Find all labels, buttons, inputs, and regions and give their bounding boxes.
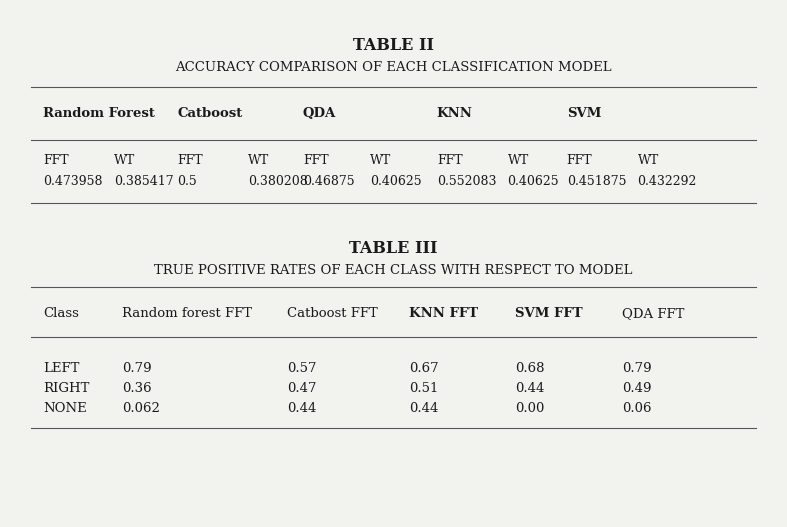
Text: TRUE POSITIVE RATES OF EACH CLASS WITH RESPECT TO MODEL: TRUE POSITIVE RATES OF EACH CLASS WITH R… <box>154 264 633 277</box>
Text: Class: Class <box>43 307 79 320</box>
Text: WT: WT <box>508 154 529 167</box>
Text: 0.5: 0.5 <box>177 175 197 188</box>
Text: ACCURACY COMPARISON OF EACH CLASSIFICATION MODEL: ACCURACY COMPARISON OF EACH CLASSIFICATI… <box>176 61 611 74</box>
Text: 0.432292: 0.432292 <box>637 175 696 188</box>
Text: 0.380208: 0.380208 <box>248 175 308 188</box>
Text: 0.79: 0.79 <box>622 363 652 375</box>
Text: 0.67: 0.67 <box>409 363 439 375</box>
Text: TABLE III: TABLE III <box>349 240 438 257</box>
Text: 0.473958: 0.473958 <box>43 175 103 188</box>
Text: FFT: FFT <box>437 154 463 167</box>
Text: 0.451875: 0.451875 <box>567 175 626 188</box>
Text: 0.44: 0.44 <box>287 403 316 415</box>
Text: QDA: QDA <box>303 107 336 120</box>
Text: 0.552083: 0.552083 <box>437 175 497 188</box>
Text: WT: WT <box>637 154 659 167</box>
Text: 0.36: 0.36 <box>122 383 152 395</box>
Text: Catboost: Catboost <box>177 107 242 120</box>
Text: 0.06: 0.06 <box>622 403 651 415</box>
Text: KNN: KNN <box>437 107 473 120</box>
Text: FFT: FFT <box>177 154 203 167</box>
Text: FFT: FFT <box>303 154 329 167</box>
Text: WT: WT <box>370 154 391 167</box>
Text: 0.68: 0.68 <box>515 363 545 375</box>
Text: 0.44: 0.44 <box>515 383 545 395</box>
Text: NONE: NONE <box>43 403 87 415</box>
Text: 0.46875: 0.46875 <box>303 175 355 188</box>
Text: KNN FFT: KNN FFT <box>409 307 478 320</box>
Text: 0.51: 0.51 <box>409 383 438 395</box>
Text: Random forest FFT: Random forest FFT <box>122 307 252 320</box>
Text: 0.40625: 0.40625 <box>370 175 422 188</box>
Text: WT: WT <box>114 154 135 167</box>
Text: RIGHT: RIGHT <box>43 383 90 395</box>
Text: 0.00: 0.00 <box>515 403 545 415</box>
Text: 0.57: 0.57 <box>287 363 316 375</box>
Text: Catboost FFT: Catboost FFT <box>287 307 378 320</box>
Text: 0.062: 0.062 <box>122 403 160 415</box>
Text: LEFT: LEFT <box>43 363 79 375</box>
Text: 0.44: 0.44 <box>409 403 438 415</box>
Text: 0.47: 0.47 <box>287 383 316 395</box>
Text: 0.49: 0.49 <box>622 383 651 395</box>
Text: FFT: FFT <box>567 154 593 167</box>
Text: SVM FFT: SVM FFT <box>515 307 583 320</box>
Text: WT: WT <box>248 154 269 167</box>
Text: FFT: FFT <box>43 154 69 167</box>
Text: TABLE II: TABLE II <box>353 37 434 54</box>
Text: 0.40625: 0.40625 <box>508 175 560 188</box>
Text: 0.79: 0.79 <box>122 363 152 375</box>
Text: Random Forest: Random Forest <box>43 107 155 120</box>
Text: SVM: SVM <box>567 107 601 120</box>
Text: 0.385417: 0.385417 <box>114 175 174 188</box>
Text: QDA FFT: QDA FFT <box>622 307 684 320</box>
